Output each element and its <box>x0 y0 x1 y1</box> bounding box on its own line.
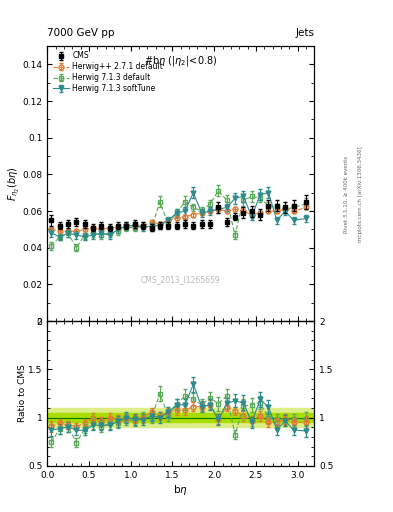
Text: Jets: Jets <box>296 28 314 38</box>
Text: CMS_2013_I1265659: CMS_2013_I1265659 <box>141 275 220 284</box>
X-axis label: b$\eta$: b$\eta$ <box>173 482 188 497</box>
Y-axis label: $F_{\eta_2}(b\eta)$: $F_{\eta_2}(b\eta)$ <box>6 166 21 201</box>
Bar <box>47 408 314 428</box>
Bar <box>47 413 314 422</box>
Y-axis label: Ratio to CMS: Ratio to CMS <box>18 365 27 422</box>
Text: 7000 GeV pp: 7000 GeV pp <box>47 28 115 38</box>
Text: mcplots.cern.ch [arXiv:1306.3436]: mcplots.cern.ch [arXiv:1306.3436] <box>358 147 363 242</box>
Text: Rivet 3.1.10, ≥ 400k events: Rivet 3.1.10, ≥ 400k events <box>344 156 349 233</box>
Legend: CMS, Herwig++ 2.7.1 default, Herwig 7.1.3 default, Herwig 7.1.3 softTune: CMS, Herwig++ 2.7.1 default, Herwig 7.1.… <box>51 50 165 95</box>
Text: #b$\eta$ ($|\eta_2|$<0.8): #b$\eta$ ($|\eta_2|$<0.8) <box>144 54 217 68</box>
